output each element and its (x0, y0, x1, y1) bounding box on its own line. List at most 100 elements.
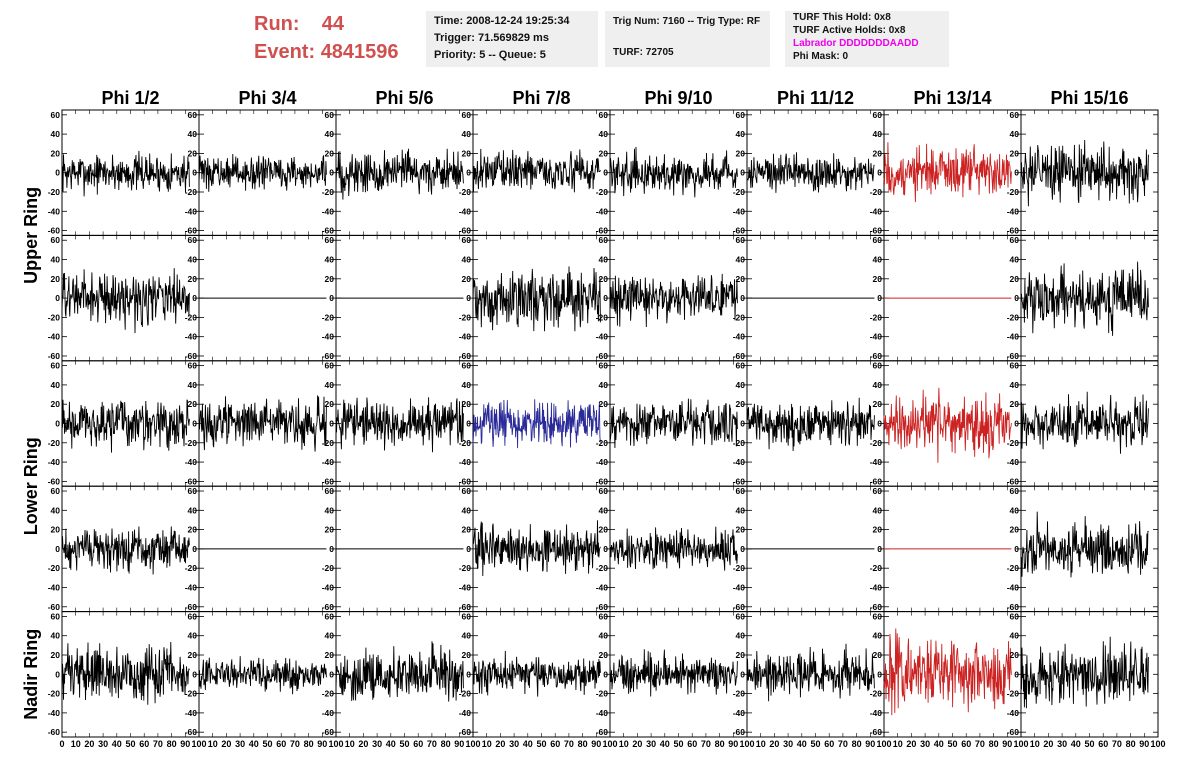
waveform-trace (472, 650, 601, 697)
y-tick-label: -60 (596, 727, 609, 737)
y-tick-label: -60 (733, 727, 746, 737)
y-tick-label: -20 (185, 187, 198, 197)
y-tick-label: -40 (185, 582, 198, 592)
x-tick-label: 90 (1002, 739, 1012, 749)
y-tick-label: -40 (459, 332, 472, 342)
y-tick-label: -20 (733, 438, 746, 448)
priority-text: Priority: 5 -- Queue: 5 (434, 49, 546, 61)
waveform-trace (335, 148, 464, 200)
x-tick-label: 70 (975, 739, 985, 749)
y-tick-label: -40 (596, 708, 609, 718)
y-tick-label: -40 (870, 457, 883, 467)
x-tick-label: 10 (893, 739, 903, 749)
y-tick-label: -20 (48, 312, 61, 322)
y-tick-label: 60 (736, 611, 746, 621)
y-tick-label: 60 (325, 486, 335, 496)
y-tick-label: -40 (1007, 206, 1020, 216)
y-tick-label: 60 (188, 611, 198, 621)
y-tick-label: -40 (596, 332, 609, 342)
y-tick-label: 60 (873, 110, 883, 120)
x-tick-label: 40 (386, 739, 396, 749)
y-tick-label: -40 (870, 332, 883, 342)
y-tick-label: 60 (462, 110, 472, 120)
run-label: Run: (254, 13, 300, 35)
x-tick-label: 20 (221, 739, 231, 749)
x-tick-label: 100 (1150, 739, 1165, 749)
y-tick-label: 60 (462, 486, 472, 496)
x-tick-label: 80 (715, 739, 725, 749)
y-tick-label: -20 (1007, 689, 1020, 699)
y-tick-label: 20 (188, 274, 198, 284)
y-tick-label: 20 (736, 650, 746, 660)
column-header: Phi 1/2 (101, 88, 159, 108)
y-tick-label: -20 (596, 312, 609, 322)
y-tick-label: 60 (325, 611, 335, 621)
event-value: 4841596 (320, 41, 399, 63)
y-tick-label: -20 (733, 689, 746, 699)
y-tick-label: -20 (185, 563, 198, 573)
y-tick-label: 60 (51, 110, 61, 120)
x-tick-label: 20 (495, 739, 505, 749)
y-tick-label: -20 (459, 312, 472, 322)
y-tick-label: 0 (603, 544, 608, 554)
x-tick-label: 70 (1112, 739, 1122, 749)
y-tick-label: 0 (740, 168, 745, 178)
y-tick-label: 20 (873, 525, 883, 535)
y-tick-label: 0 (740, 544, 745, 554)
y-tick-label: -60 (185, 226, 198, 236)
y-tick-label: 20 (599, 148, 609, 158)
x-tick-label: 10 (71, 739, 81, 749)
waveform-trace (609, 526, 738, 571)
y-tick-label: 40 (736, 129, 746, 139)
x-tick-label: 70 (838, 739, 848, 749)
y-tick-label: 20 (1010, 650, 1020, 660)
y-tick-label: -20 (596, 187, 609, 197)
y-tick-label: -60 (1007, 226, 1020, 236)
y-tick-label: 40 (462, 631, 472, 641)
y-tick-label: -60 (459, 351, 472, 361)
y-tick-label: 40 (51, 380, 61, 390)
y-tick-label: -40 (48, 206, 61, 216)
waveform-trace (883, 387, 1012, 463)
y-tick-label: 60 (873, 611, 883, 621)
column-header: Phi 11/12 (777, 88, 854, 108)
y-tick-label: 60 (325, 235, 335, 245)
column-header: Phi 13/14 (913, 88, 991, 108)
x-tick-label: 50 (947, 739, 957, 749)
x-tick-label: 80 (441, 739, 451, 749)
x-tick-label: 80 (578, 739, 588, 749)
y-tick-label: 40 (873, 129, 883, 139)
y-tick-label: 20 (599, 650, 609, 660)
y-tick-label: 40 (325, 631, 335, 641)
y-tick-label: 0 (329, 669, 334, 679)
y-tick-label: 0 (1014, 669, 1019, 679)
y-tick-label: 60 (873, 486, 883, 496)
y-tick-label: 60 (599, 486, 609, 496)
y-tick-label: 40 (736, 380, 746, 390)
x-tick-label: 10 (756, 739, 766, 749)
x-tick-label: 60 (961, 739, 971, 749)
y-tick-label: 20 (462, 650, 472, 660)
y-tick-label: -40 (459, 457, 472, 467)
x-tick-label: 30 (235, 739, 245, 749)
y-tick-label: 20 (599, 525, 609, 535)
y-tick-label: 20 (51, 148, 61, 158)
y-tick-label: 20 (51, 274, 61, 284)
y-tick-label: 20 (873, 399, 883, 409)
waveform-trace (335, 641, 464, 702)
x-tick-label: 60 (824, 739, 834, 749)
y-tick-label: 60 (599, 110, 609, 120)
y-tick-label: -20 (322, 438, 335, 448)
y-tick-label: 60 (325, 361, 335, 371)
y-tick-label: -40 (322, 332, 335, 342)
y-tick-label: 40 (51, 631, 61, 641)
waveform-trace (746, 643, 875, 702)
y-tick-label: 40 (873, 505, 883, 515)
y-tick-label: -60 (596, 602, 609, 612)
panel-frame (198, 360, 337, 487)
y-tick-label: 40 (462, 380, 472, 390)
trigger-info-box: Trig Num: 7160 -- Trig Type: RF TURF: 72… (605, 11, 770, 67)
waveform-trace (609, 649, 738, 697)
y-tick-label: -40 (322, 582, 335, 592)
y-tick-label: -20 (459, 689, 472, 699)
